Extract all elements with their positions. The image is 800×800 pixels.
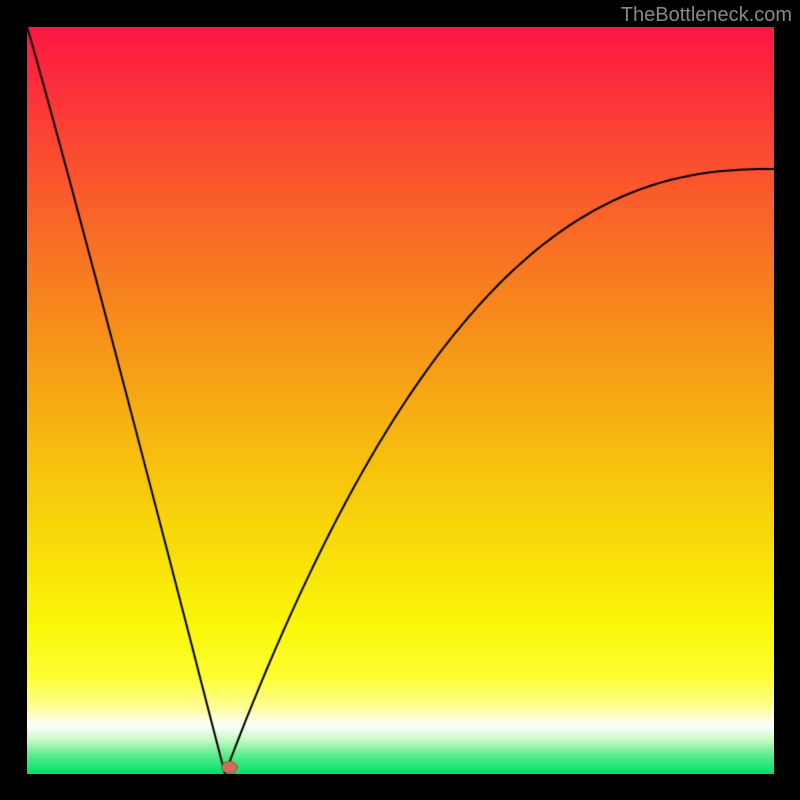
bottleneck-chart <box>27 27 774 774</box>
watermark-text: TheBottleneck.com <box>621 4 792 27</box>
